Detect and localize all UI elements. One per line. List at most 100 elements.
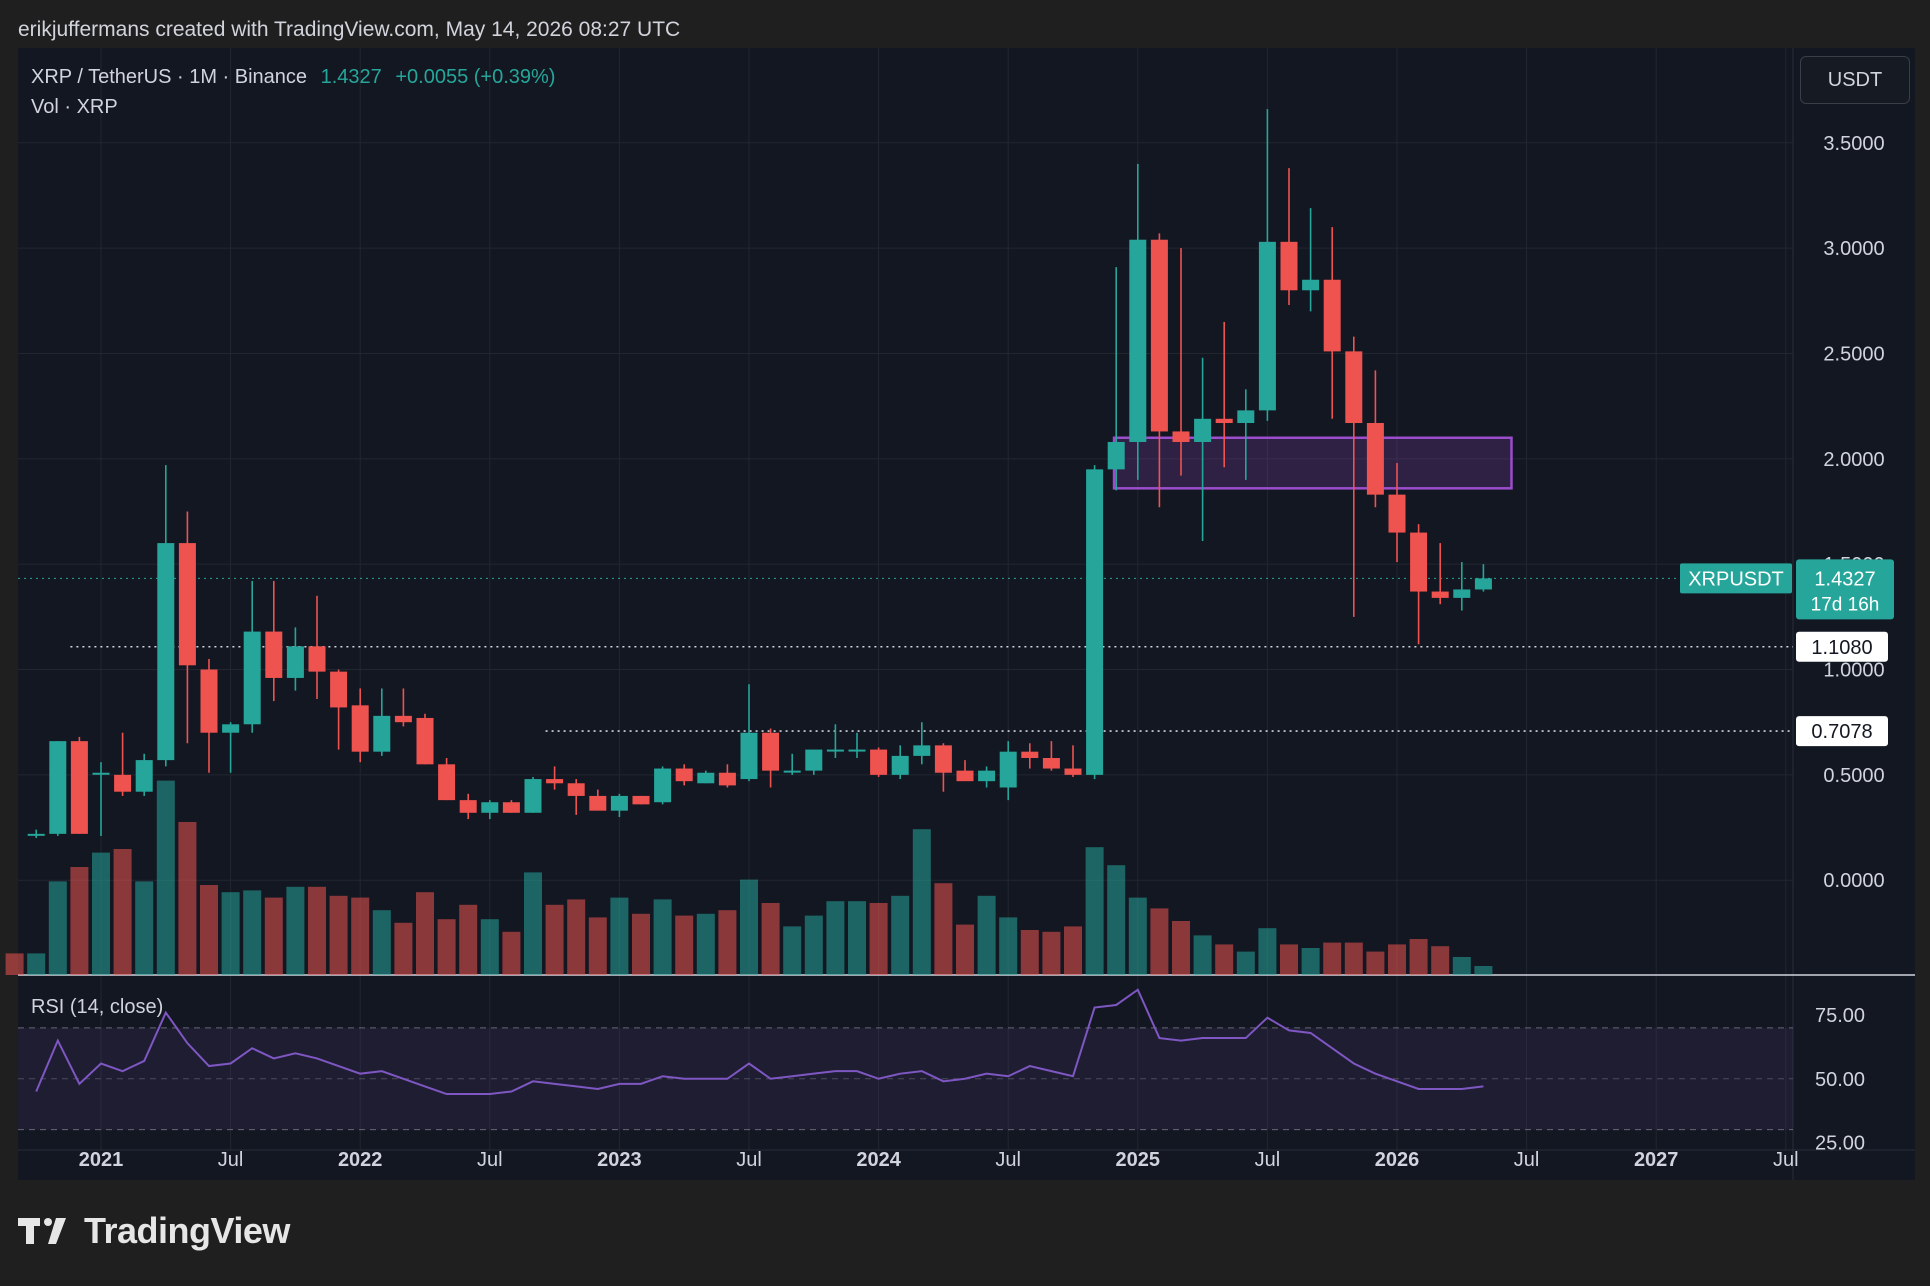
candle-body	[459, 800, 477, 813]
symbol-legend: XRP / TetherUS · 1M · Binance 1.4327 +0.…	[31, 66, 555, 89]
volume-bar	[848, 901, 866, 975]
volume-bar	[1344, 942, 1363, 975]
volume-bar	[1431, 946, 1450, 975]
candle-body	[1042, 757, 1060, 769]
level-price-value: 1.1080	[1811, 637, 1872, 659]
volume-bar	[416, 892, 434, 975]
candle-body	[308, 646, 326, 672]
candle-body	[286, 646, 304, 678]
candle-body	[589, 795, 607, 811]
volume-bar	[912, 829, 931, 975]
volume-bar	[5, 953, 24, 975]
volume-bar	[934, 883, 953, 975]
rsi-tick-label: 50.00	[1815, 1069, 1865, 1091]
candle-body	[1366, 423, 1384, 495]
candle-body	[1064, 768, 1082, 775]
candle-body	[978, 770, 996, 782]
symbol-tag	[1680, 563, 1792, 594]
chart-credit: erikjuffermans created with TradingView.…	[18, 18, 681, 41]
time-tick-label: 2026	[1375, 1149, 1420, 1171]
candle-body	[913, 745, 931, 756]
time-tick-label: Jul	[218, 1149, 244, 1171]
volume-bar	[1193, 935, 1212, 975]
candle-body	[438, 764, 456, 801]
volume-bar	[1323, 942, 1342, 975]
candle-body	[70, 741, 88, 834]
time-tick-label: Jul	[1255, 1149, 1281, 1171]
volume-bar	[1107, 865, 1126, 975]
volume-bar	[891, 895, 910, 975]
volume-bar	[1064, 926, 1082, 975]
candle-body	[1237, 410, 1255, 424]
candle-body	[502, 802, 520, 813]
price-tick-label: 2.5000	[1823, 343, 1884, 365]
volume-bar	[437, 919, 456, 975]
volume-bar	[1128, 897, 1147, 975]
candle-body	[1388, 494, 1406, 533]
candle-body	[1345, 351, 1363, 424]
candle-body	[27, 833, 45, 836]
volume-bar	[545, 904, 564, 975]
candle-body	[1474, 578, 1492, 590]
bar-countdown: 17d 16h	[1811, 594, 1880, 615]
time-tick-label: Jul	[995, 1149, 1021, 1171]
candle-body	[373, 715, 391, 752]
volume-bar	[1452, 957, 1471, 975]
rsi-legend[interactable]: RSI (14, close)	[31, 996, 164, 1018]
time-tick-label: 2022	[338, 1149, 383, 1171]
volume-bar	[178, 822, 197, 975]
candle-body	[114, 774, 132, 792]
volume-bar	[696, 913, 715, 975]
candle-body	[1215, 418, 1233, 424]
candle-body	[610, 795, 628, 811]
last-price: 1.4327	[320, 66, 382, 88]
support-zone-box	[1112, 436, 1513, 490]
symbol-tag-label: XRPUSDT	[1688, 568, 1784, 590]
tradingview-logo-text: TradingView	[84, 1210, 290, 1251]
candle-body	[1302, 279, 1320, 291]
currency-button[interactable]: USDT	[1800, 56, 1910, 104]
volume-bar	[135, 881, 154, 975]
volume-legend[interactable]: Vol · XRP	[31, 96, 118, 118]
chart-background	[18, 48, 1915, 1180]
time-tick-label: 2025	[1116, 1149, 1161, 1171]
candle-body	[567, 783, 585, 796]
volume-bar	[1085, 847, 1104, 975]
candle-body	[49, 741, 67, 834]
candle-body	[762, 732, 780, 771]
volume-bar	[156, 780, 175, 975]
candle-body	[848, 749, 866, 752]
time-tick-label: Jul	[1773, 1149, 1799, 1171]
volume-bar	[632, 913, 650, 975]
candle-body	[697, 772, 715, 784]
price-tick-label: 0.5000	[1823, 765, 1884, 787]
candle-body	[632, 795, 650, 805]
volume-bar	[1366, 951, 1385, 975]
symbol-name[interactable]: XRP / TetherUS · 1M · Binance	[31, 66, 308, 88]
volume-bar	[1474, 966, 1493, 975]
volume-bar	[1020, 930, 1039, 975]
volume-bar	[459, 904, 478, 975]
volume-bar	[869, 903, 888, 975]
volume-bar	[308, 886, 326, 975]
volume-bar	[783, 926, 802, 975]
volume-bar	[718, 910, 737, 975]
candle-body	[330, 671, 348, 708]
candle-body	[740, 732, 758, 780]
candle-body	[222, 724, 240, 733]
volume-bar	[264, 897, 283, 975]
candle-body	[826, 749, 844, 752]
volume-bar	[70, 867, 89, 975]
tradingview-logo[interactable]: TradingView	[18, 1210, 290, 1252]
volume-bar	[653, 899, 672, 975]
time-tick-label: 2023	[597, 1149, 642, 1171]
volume-bar	[1042, 931, 1061, 975]
volume-bar	[588, 917, 607, 975]
rsi-tick-label: 25.00	[1815, 1132, 1865, 1154]
time-tick-label: 2021	[79, 1149, 124, 1171]
candle-body	[157, 543, 175, 761]
volume-bar	[113, 849, 132, 975]
volume-bar	[502, 931, 521, 975]
current-price-value: 1.4327	[1814, 568, 1875, 590]
